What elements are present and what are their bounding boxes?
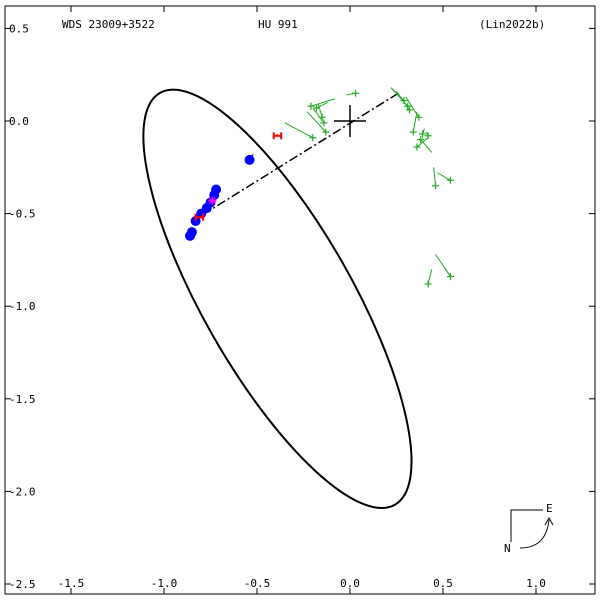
- x-tick-label: 0.0: [340, 577, 360, 590]
- residual-line: [437, 172, 451, 181]
- x-tick-label: 0.5: [433, 577, 453, 590]
- orbit-layer: [142, 88, 413, 509]
- y-tick-label: -1.5: [9, 393, 36, 406]
- residual-line: [420, 139, 433, 153]
- compass-arrow-head: [544, 516, 554, 526]
- residual-line: [284, 122, 314, 139]
- x-tick-label: 1.0: [526, 577, 546, 590]
- compass-north-label: N: [504, 542, 511, 555]
- observation-dot-marker: [244, 154, 255, 165]
- observation-dot-marker: [185, 230, 196, 241]
- x-tick-label: -1.5: [58, 577, 85, 590]
- compass-layer: EN: [504, 502, 554, 555]
- observation-errorbar-marker: [272, 132, 283, 140]
- residual-line: [316, 102, 328, 109]
- header-reference: (Lin2022b): [479, 18, 545, 31]
- plot-border: [4, 5, 596, 595]
- observation-plus-marker: [309, 134, 317, 142]
- y-tick-label: -1.0: [9, 300, 36, 313]
- y-tick-label: -0.5: [9, 208, 36, 221]
- observation-plus-marker: [417, 136, 425, 144]
- observation-plus-marker: [404, 102, 412, 110]
- observation-plus-marker: [352, 89, 360, 97]
- observation-plus-marker: [446, 273, 454, 281]
- observation-plus-marker: [424, 132, 432, 140]
- observation-layer: [185, 89, 454, 288]
- header-wds-id: WDS 23009+3522: [62, 18, 155, 31]
- observation-plus-marker: [313, 104, 321, 112]
- observation-plus-marker: [415, 113, 423, 121]
- x-tick-label: -0.5: [244, 577, 271, 590]
- residual-line: [310, 98, 336, 107]
- observation-star-marker: [208, 196, 217, 205]
- observation-plus-marker: [307, 102, 315, 110]
- y-tick-label: 0.5: [9, 22, 29, 35]
- observation-errorbar-marker: [194, 213, 205, 221]
- observation-plus-marker: [320, 119, 328, 127]
- observation-plus-marker: [406, 106, 414, 114]
- x-tick-label: -1.0: [151, 577, 178, 590]
- orbit-ellipse: [142, 88, 413, 509]
- compass-arrow-arc: [519, 519, 550, 549]
- primary-star-layer: [334, 105, 366, 137]
- observation-plus-marker: [409, 128, 417, 136]
- header-designation: HU 991: [258, 18, 298, 31]
- observation-plus-marker: [424, 280, 432, 288]
- residual-line: [306, 111, 327, 133]
- tick-layer: -1.5 -1.0 -0.5 0.0 0.5 1.0 0.5 0.0 -0.5 -1.0 -1.5 -…: [5, 6, 595, 594]
- observation-plus-marker: [318, 113, 326, 121]
- observation-plus-marker: [419, 130, 427, 138]
- y-tick-label: -2.0: [9, 485, 36, 498]
- observation-plus-marker: [400, 97, 408, 105]
- observation-plus-marker: [446, 176, 454, 184]
- residual-line: [317, 104, 323, 118]
- residual-line: [435, 254, 451, 277]
- residual-line: [412, 111, 418, 133]
- y-tick-label: 0.0: [9, 115, 29, 128]
- compass-east-label: E: [546, 502, 553, 515]
- plot-frame-layer: [4, 5, 596, 595]
- y-tick-label: -2.5: [9, 578, 36, 591]
- observation-plus-marker: [413, 143, 421, 151]
- observation-plus-marker: [322, 128, 330, 136]
- observation-dot-marker: [190, 216, 201, 227]
- residual-line: [427, 269, 433, 285]
- line-of-nodes: [195, 92, 399, 220]
- observation-plus-marker: [432, 182, 440, 190]
- compass-axes: [510, 509, 543, 542]
